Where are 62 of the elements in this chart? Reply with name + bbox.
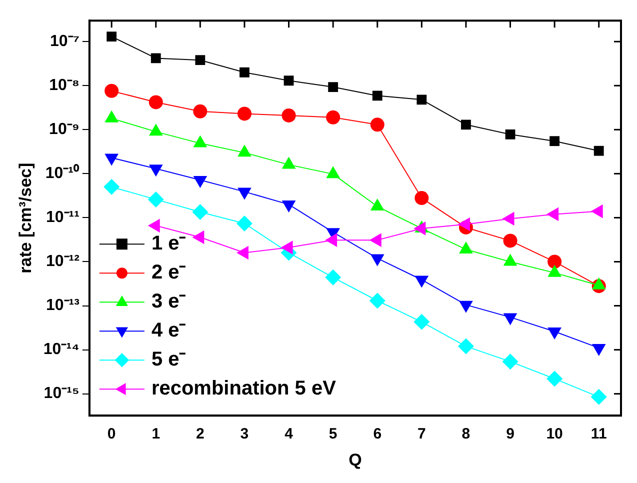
point bbox=[590, 388, 607, 405]
y-tick-label: 10⁻¹³ bbox=[46, 297, 80, 314]
point bbox=[104, 178, 120, 195]
x-tick-label: 3 bbox=[240, 426, 249, 443]
point bbox=[193, 104, 208, 118]
point bbox=[326, 110, 340, 124]
x-tick-label: 4 bbox=[284, 426, 294, 443]
legend-label: recombination 5 eV bbox=[151, 378, 337, 400]
point bbox=[546, 370, 563, 387]
point bbox=[284, 76, 294, 86]
point bbox=[414, 314, 430, 330]
point bbox=[148, 191, 164, 208]
y-tick-label: 10⁻¹² bbox=[46, 253, 80, 270]
point bbox=[148, 95, 163, 110]
x-tick-label: 1 bbox=[152, 426, 160, 443]
legend-label: 2 e⁻ bbox=[151, 262, 186, 284]
y-tick-label: 10⁻¹⁵ bbox=[44, 385, 80, 402]
x-tick-label: 6 bbox=[373, 426, 382, 443]
point bbox=[195, 55, 206, 66]
point bbox=[461, 120, 471, 130]
legend-label: 5 e⁻ bbox=[151, 348, 186, 371]
y-axis-title: rate [cm³/sec] bbox=[16, 162, 35, 274]
x-tick-label: 2 bbox=[196, 426, 204, 443]
point bbox=[550, 136, 560, 146]
point bbox=[370, 118, 384, 132]
point bbox=[240, 67, 250, 78]
x-axis-title: Q bbox=[348, 450, 362, 470]
point bbox=[236, 215, 252, 232]
legend-label: 1 e⁻ bbox=[151, 232, 186, 255]
x-tick-label: 10 bbox=[546, 426, 563, 443]
point bbox=[282, 108, 296, 122]
point bbox=[414, 191, 429, 206]
point bbox=[548, 254, 562, 269]
legend-label: 3 e⁻ bbox=[151, 290, 186, 313]
x-tick-label: 11 bbox=[590, 426, 607, 443]
y-tick-label: 10⁻¹¹ bbox=[46, 209, 80, 226]
y-tick-label: 10⁻⁹ bbox=[49, 121, 80, 138]
point bbox=[372, 90, 382, 101]
y-tick-label: 10⁻¹⁰ bbox=[45, 164, 80, 182]
point bbox=[503, 234, 518, 248]
legend-label: 4 e⁻ bbox=[151, 320, 186, 342]
x-tick-label: 5 bbox=[328, 426, 338, 443]
point bbox=[458, 338, 474, 354]
point bbox=[325, 269, 342, 286]
point bbox=[237, 106, 252, 121]
point bbox=[106, 32, 117, 42]
point bbox=[505, 129, 516, 140]
point bbox=[104, 84, 119, 98]
point bbox=[594, 146, 604, 156]
point bbox=[328, 82, 338, 92]
point bbox=[150, 53, 161, 64]
y-tick-label: 10⁻¹⁴ bbox=[43, 341, 80, 358]
point bbox=[502, 354, 518, 370]
x-tick-label: 7 bbox=[417, 426, 426, 443]
y-tick-label: 10⁻⁸ bbox=[49, 77, 80, 94]
point bbox=[192, 204, 208, 220]
x-tick-label: 8 bbox=[462, 426, 470, 443]
point bbox=[416, 94, 427, 105]
x-tick-label: 9 bbox=[506, 426, 514, 443]
y-tick-label: 10⁻⁷ bbox=[50, 33, 80, 50]
x-tick-label: 0 bbox=[107, 426, 116, 443]
point bbox=[369, 292, 386, 309]
